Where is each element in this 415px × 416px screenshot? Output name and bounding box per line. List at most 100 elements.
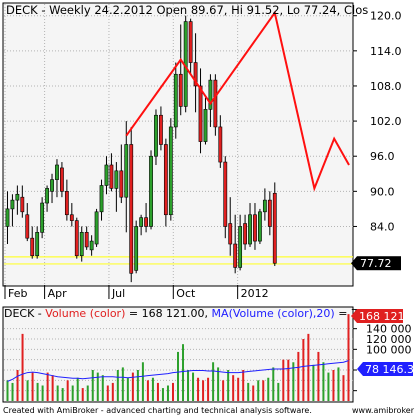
candle-up bbox=[154, 114, 158, 157]
candle-up bbox=[238, 226, 243, 268]
candle-down bbox=[74, 220, 79, 257]
last-ma-label: 78 146.3 bbox=[365, 363, 414, 376]
volume-title-series: Volume (color) bbox=[45, 307, 125, 320]
price-tick-label: 114.0 bbox=[370, 45, 402, 58]
volume-title: DECK - Volume (color) = 168 121.00, MA(V… bbox=[4, 307, 358, 320]
candle-up bbox=[55, 164, 59, 180]
price-axis: 84.0 90.0 96.0 102.0 108.0 114.0 120.0 bbox=[353, 10, 402, 233]
candle-up bbox=[5, 208, 10, 227]
candle-down bbox=[119, 170, 124, 198]
volume-title-ma: MA(Volume (color),20) bbox=[212, 307, 335, 320]
candle-down bbox=[253, 214, 257, 242]
candle-down bbox=[64, 191, 69, 216]
candle-down bbox=[188, 21, 193, 63]
candle-down bbox=[213, 79, 218, 128]
candle-down bbox=[228, 223, 233, 245]
candle-down bbox=[272, 192, 277, 264]
candle-up bbox=[104, 164, 109, 186]
candle-up bbox=[124, 144, 129, 198]
candle-down bbox=[233, 243, 238, 268]
volume-ma-polyline bbox=[7, 360, 349, 382]
candle-down bbox=[129, 144, 134, 274]
candle-up bbox=[99, 185, 104, 213]
candle-down bbox=[60, 167, 64, 192]
last-price-arrow bbox=[351, 256, 357, 271]
last-ma-tag: 78 146.3 bbox=[357, 362, 414, 376]
candle-down bbox=[25, 214, 30, 239]
candle-down bbox=[144, 217, 148, 227]
candle-up bbox=[248, 214, 252, 245]
date-axis: Feb Apr Jul Oct 2012 bbox=[4, 285, 269, 300]
date-tick-label: 2012 bbox=[241, 287, 269, 300]
candle-up bbox=[262, 199, 267, 213]
candle-up bbox=[139, 217, 144, 227]
date-tick-label: Feb bbox=[8, 287, 27, 300]
candle-up bbox=[168, 126, 173, 216]
price-grid bbox=[4, 4, 353, 285]
last-price-tag: 77.72 bbox=[351, 256, 401, 271]
candle-up bbox=[89, 240, 94, 251]
candle-down bbox=[267, 199, 272, 227]
price-pane-frame bbox=[2, 2, 354, 287]
candle-down bbox=[193, 62, 198, 87]
volume-tick-label: 120 000 bbox=[366, 333, 412, 346]
volume-tick-label: 140 000 bbox=[366, 323, 412, 336]
candle-up bbox=[114, 170, 119, 189]
last-volume-label: 168 121 bbox=[359, 310, 405, 323]
candle-down bbox=[84, 232, 89, 248]
volume-tick-label: 100 000 bbox=[366, 343, 412, 356]
date-tick-label: Apr bbox=[48, 287, 68, 300]
last-price-label: 77.72 bbox=[360, 257, 392, 270]
pattern-line bbox=[125, 10, 350, 192]
price-title: DECK - Weekly 24.2.2012 Open 89.67, Hi 9… bbox=[6, 3, 368, 17]
candle-up bbox=[10, 199, 15, 210]
candle-up bbox=[40, 202, 45, 233]
candle-down bbox=[30, 237, 35, 257]
candle-up bbox=[45, 188, 49, 204]
last-ma-arrow bbox=[357, 362, 363, 376]
volume-title-symbol: DECK - bbox=[4, 307, 45, 320]
candle-up bbox=[35, 232, 40, 257]
candle-up bbox=[50, 179, 54, 192]
volume-title-value: = 168 121.00, bbox=[125, 307, 211, 320]
candle-down bbox=[69, 214, 74, 221]
candle-down bbox=[218, 126, 223, 163]
candle-down bbox=[198, 85, 203, 142]
volume-bars bbox=[6, 314, 350, 401]
candle-up bbox=[173, 73, 178, 128]
price-tick-label: 84.0 bbox=[370, 220, 395, 233]
head-and-shoulders-pattern bbox=[125, 10, 350, 192]
price-tick-label: 120.0 bbox=[370, 10, 402, 23]
candle-up bbox=[149, 155, 153, 227]
price-tick-label: 102.0 bbox=[370, 115, 402, 128]
price-tick-label: 90.0 bbox=[370, 185, 395, 198]
footer-url: www.amibroker bbox=[352, 406, 415, 415]
candle-up bbox=[79, 232, 84, 257]
price-tick-label: 96.0 bbox=[370, 150, 395, 163]
footer-credit: Created with AmiBroker - advanced charti… bbox=[3, 406, 312, 415]
last-volume-arrow bbox=[351, 309, 357, 323]
candle-down bbox=[223, 161, 228, 227]
last-price-box bbox=[357, 256, 401, 271]
candlesticks bbox=[5, 15, 277, 283]
candle-up bbox=[203, 109, 208, 142]
candle-down bbox=[109, 164, 114, 189]
candle-down bbox=[243, 223, 247, 245]
candle-down bbox=[20, 196, 25, 213]
volume-ma-line bbox=[7, 360, 349, 382]
candle-down bbox=[178, 73, 183, 107]
candle-up bbox=[94, 211, 99, 245]
price-tick-label: 108.0 bbox=[370, 80, 402, 93]
date-tick-label: Oct bbox=[176, 287, 196, 300]
candle-up bbox=[258, 211, 262, 242]
last-ma-box bbox=[363, 362, 413, 376]
support-lines bbox=[4, 256, 353, 265]
last-volume-box bbox=[357, 309, 403, 323]
candle-up bbox=[208, 79, 213, 110]
candle-up bbox=[134, 226, 139, 271]
candle-down bbox=[159, 114, 163, 145]
last-volume-tag: 168 121 bbox=[351, 309, 405, 323]
candle-down bbox=[163, 144, 168, 216]
